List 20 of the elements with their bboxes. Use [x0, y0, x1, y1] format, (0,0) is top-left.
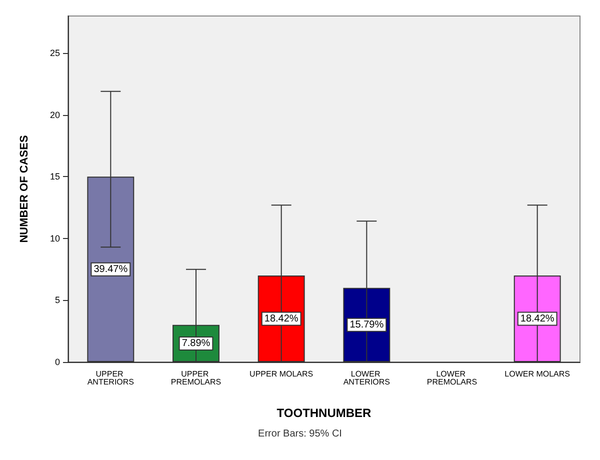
- annotation: 39.47%: [94, 264, 128, 275]
- x-tick-label: LOWER ANTERIORS: [343, 370, 390, 386]
- x-tick-label: LOWER PREMOLARS: [426, 370, 478, 386]
- annotation: 18.42%: [264, 313, 298, 324]
- x-tick-label: UPPER ANTERIORS: [87, 370, 134, 386]
- x-tick-label: UPPER PREMOLARS: [170, 370, 222, 386]
- y-tick-label: 15: [50, 172, 60, 182]
- text: Error Bars: 95% CI: [258, 428, 342, 440]
- y-tick-label: 5: [54, 295, 60, 306]
- y-tick-label: 25: [50, 48, 60, 58]
- annotation: 7.89%: [182, 338, 210, 349]
- y-tick-label: 10: [50, 233, 60, 244]
- y-tick-label: 0: [54, 357, 60, 367]
- y-axis-title: NUMBER OF CASES: [18, 135, 30, 243]
- y-tick-label: 20: [50, 110, 60, 120]
- x-tick-label: UPPER MOLARS: [250, 370, 314, 378]
- annotation: 18.42%: [520, 313, 554, 324]
- annotation: 15.79%: [350, 319, 384, 330]
- x-tick-label: LOWER MOLARS: [504, 370, 570, 378]
- x-axis-title: TOOTHNUMBER: [276, 406, 372, 420]
